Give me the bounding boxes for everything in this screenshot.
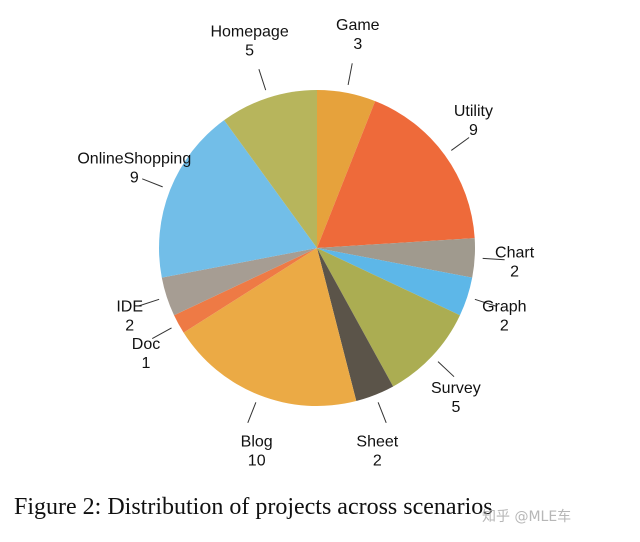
slice-game	[317, 90, 376, 248]
label-value: 9	[469, 122, 478, 139]
label-name: Graph	[482, 298, 526, 315]
slice-ide	[161, 248, 317, 316]
label-value: 2	[500, 317, 509, 334]
label-value: 5	[451, 399, 460, 416]
label-name: Blog	[241, 434, 273, 451]
label-chart: Chart 2	[495, 245, 535, 281]
leader-line-ide	[138, 298, 160, 307]
slice-utility	[317, 101, 475, 248]
label-survey: Survey 5	[431, 380, 481, 416]
pie-slices	[159, 90, 476, 407]
figure-caption: Figure 2: Distribution of projects acros…	[14, 494, 493, 520]
leader-line-onlineshopping	[142, 178, 163, 188]
label-ide: IDE 2	[116, 298, 143, 334]
slice-sheet	[317, 248, 394, 402]
pie-labels: Game 3 Utility 9 Chart 2 Graph 2 Survey 5 Sheet 2 Bl…	[77, 17, 534, 470]
slice-survey	[317, 248, 460, 387]
slice-chart	[317, 238, 476, 278]
label-name: Survey	[431, 380, 481, 397]
leader-line-homepage	[258, 69, 267, 91]
slice-graph	[317, 248, 473, 316]
label-value: 1	[142, 355, 151, 372]
label-onlineshopping: OnlineShopping 9	[77, 151, 191, 187]
leader-line-utility	[451, 137, 470, 151]
label-graph: Graph 2	[482, 298, 526, 334]
leader-line-blog	[247, 402, 257, 423]
label-homepage: Homepage 5	[210, 24, 288, 60]
label-game: Game 3	[336, 17, 380, 53]
label-utility: Utility 9	[454, 103, 493, 139]
label-name: Doc	[132, 336, 160, 353]
label-name: Utility	[454, 103, 493, 120]
slice-onlineshopping	[159, 120, 317, 278]
leader-line-doc	[152, 327, 172, 340]
label-name: Chart	[495, 245, 535, 262]
label-value: 2	[373, 453, 382, 470]
label-value: 9	[130, 170, 139, 187]
leader-line-survey	[437, 361, 455, 378]
label-doc: Doc 1	[132, 336, 160, 372]
slice-doc	[174, 248, 317, 333]
label-name: Sheet	[356, 434, 398, 451]
label-name: Homepage	[210, 24, 288, 41]
label-value: 2	[510, 264, 519, 281]
slice-blog	[183, 248, 357, 407]
label-value: 2	[125, 317, 134, 334]
label-name: Game	[336, 17, 380, 34]
pie-chart: Game 3 Utility 9 Chart 2 Graph 2 Survey 5 Sheet 2 Bl…	[77, 17, 534, 470]
label-value: 5	[245, 43, 254, 60]
leader-line-chart	[482, 257, 505, 261]
label-name: IDE	[116, 298, 143, 315]
label-blog: Blog 10	[241, 434, 273, 470]
leader-line-sheet	[377, 402, 387, 423]
leader-line-graph	[474, 298, 496, 307]
watermark-text: 知乎 @MLE车	[482, 509, 572, 525]
label-sheet: Sheet 2	[356, 434, 398, 470]
label-value: 3	[353, 36, 362, 53]
leader-line-game	[347, 63, 353, 86]
label-value: 10	[248, 453, 266, 470]
label-name: OnlineShopping	[77, 151, 191, 168]
slice-homepage	[224, 90, 317, 248]
